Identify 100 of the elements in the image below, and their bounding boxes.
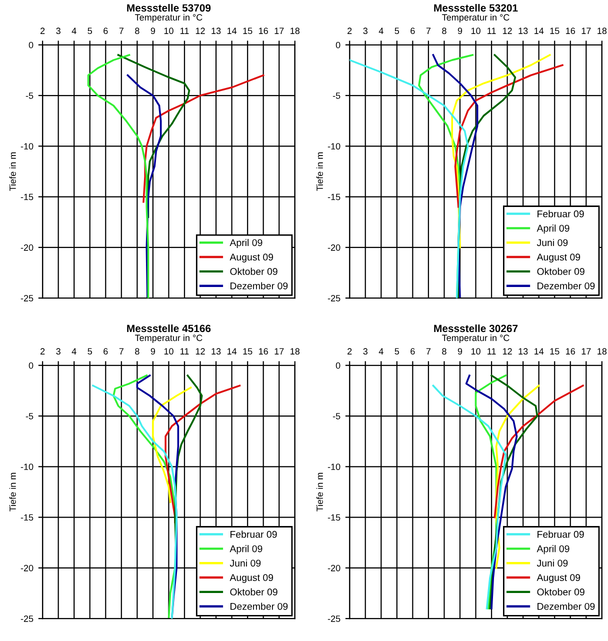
x-tick-label: 10 (164, 348, 174, 355)
legend-label: Dezember 09 (230, 282, 288, 290)
x-tick-label: 15 (550, 348, 560, 355)
legend-label: Juni 09 (536, 559, 568, 567)
x-tick-label: 16 (259, 348, 268, 355)
x-tick-label: 18 (290, 28, 300, 34)
x-tick-label: 6 (410, 348, 415, 355)
y-tick-label: -25 (20, 616, 34, 622)
x-tick-label: 14 (227, 348, 237, 354)
x-tick-label: 9 (458, 28, 462, 34)
legend-label: Juni 09 (536, 238, 568, 246)
y-tick-label: -20 (328, 244, 340, 251)
legend-label: August 09 (230, 254, 274, 262)
x-tick-label: 5 (88, 348, 92, 355)
x-tick-label: 12 (196, 28, 205, 34)
y-tick-label: -10 (328, 143, 340, 150)
x-tick-label: 18 (598, 348, 607, 355)
y-tick-label: -10 (20, 143, 34, 150)
line-series (494, 384, 584, 518)
legend-label: Oktober 09 (230, 588, 278, 596)
line-series (489, 374, 538, 610)
line-series (454, 64, 564, 208)
y-tick-label: 0 (336, 362, 340, 369)
legend-label: August 09 (536, 254, 580, 262)
y-tick-label: -10 (328, 464, 340, 470)
line-series (142, 74, 264, 203)
x-tick-label: 7 (426, 348, 431, 354)
y-tick-label: -15 (20, 194, 34, 200)
chart-title: Messstelle 53201 (434, 4, 518, 12)
x-tick-label: 18 (598, 28, 607, 34)
x-tick-label: 5 (394, 28, 400, 34)
x-tick-label: 3 (56, 348, 60, 355)
legend-label: Februar 09 (230, 530, 277, 538)
line-series (92, 384, 178, 619)
x-tick-label: 13 (212, 28, 221, 34)
x-tick-label: 6 (104, 348, 108, 355)
x-tick-label: 7 (119, 348, 124, 354)
x-tick-label: 6 (104, 28, 108, 34)
x-tick-label: 15 (243, 348, 252, 355)
x-axis-title: Temperatur in °C (442, 14, 510, 22)
x-tick-label: 16 (566, 348, 576, 355)
y-tick-label: 0 (28, 42, 34, 48)
x-tick-label: 2 (348, 28, 352, 34)
x-tick-label: 15 (243, 28, 252, 34)
line-series (126, 74, 162, 298)
y-tick-label: -5 (26, 92, 34, 99)
y-tick-label: -25 (328, 616, 340, 622)
line-series (432, 54, 478, 298)
x-tick-label: 2 (348, 348, 352, 354)
x-tick-label: 7 (119, 28, 124, 34)
y-axis-title: Tiefe in m (9, 152, 16, 191)
x-tick-label: 8 (135, 28, 140, 34)
x-tick-label: 12 (196, 348, 205, 354)
x-tick-label: 13 (212, 348, 221, 355)
y-tick-label: -20 (328, 564, 340, 572)
x-tick-label: 3 (363, 28, 368, 34)
line-series (164, 384, 241, 524)
y-axis-title: Tiefe in m (9, 472, 16, 512)
line-series (350, 59, 469, 298)
x-tick-label: 10 (471, 348, 480, 355)
legend-label: April 09 (230, 238, 262, 248)
x-tick-label: 9 (150, 348, 156, 355)
x-tick-label: 17 (582, 28, 591, 34)
x-tick-label: 3 (56, 28, 60, 34)
legend-label: Oktober 09 (230, 268, 278, 275)
legend-label: Februar 09 (538, 210, 584, 218)
x-tick-label: 3 (363, 348, 368, 355)
legend-label: Dezember 09 (230, 602, 288, 610)
chart-title: Messstelle 45166 (127, 324, 211, 332)
x-tick-label: 14 (534, 348, 544, 354)
line-series (152, 386, 192, 503)
y-tick-label: -20 (20, 564, 34, 572)
legend-label: August 09 (536, 574, 580, 583)
chart-title: Messstelle 30267 (434, 324, 518, 332)
x-tick-label: 4 (378, 348, 384, 354)
x-tick-label: 11 (488, 348, 496, 354)
legend-label: August 09 (230, 574, 274, 583)
line-series (465, 374, 518, 610)
x-tick-label: 17 (274, 348, 284, 354)
x-tick-label: 8 (135, 348, 140, 355)
x-tick-label: 7 (426, 28, 431, 34)
x-tick-label: 13 (518, 348, 528, 355)
x-tick-label: 14 (534, 28, 544, 34)
y-tick-label: -5 (26, 413, 34, 420)
legend-label: Juni 09 (230, 559, 261, 567)
legend-label: Dezember 09 (538, 282, 595, 290)
x-axis-title: Temperatur in °C (442, 334, 510, 343)
legend-label: April 09 (536, 545, 570, 554)
x-tick-label: 17 (274, 28, 284, 34)
x-tick-label: 2 (40, 28, 45, 34)
x-tick-label: 10 (471, 28, 480, 34)
chart-title: Messstelle 53709 (127, 4, 211, 12)
y-tick-label: -25 (328, 295, 340, 302)
legend-label: Oktober 09 (537, 588, 584, 596)
line-series (87, 54, 150, 298)
y-tick-label: 0 (336, 42, 340, 48)
x-tick-label: 13 (518, 28, 528, 34)
x-tick-label: 11 (488, 28, 496, 34)
y-tick-label: -15 (328, 194, 340, 200)
x-tick-label: 9 (458, 348, 462, 355)
